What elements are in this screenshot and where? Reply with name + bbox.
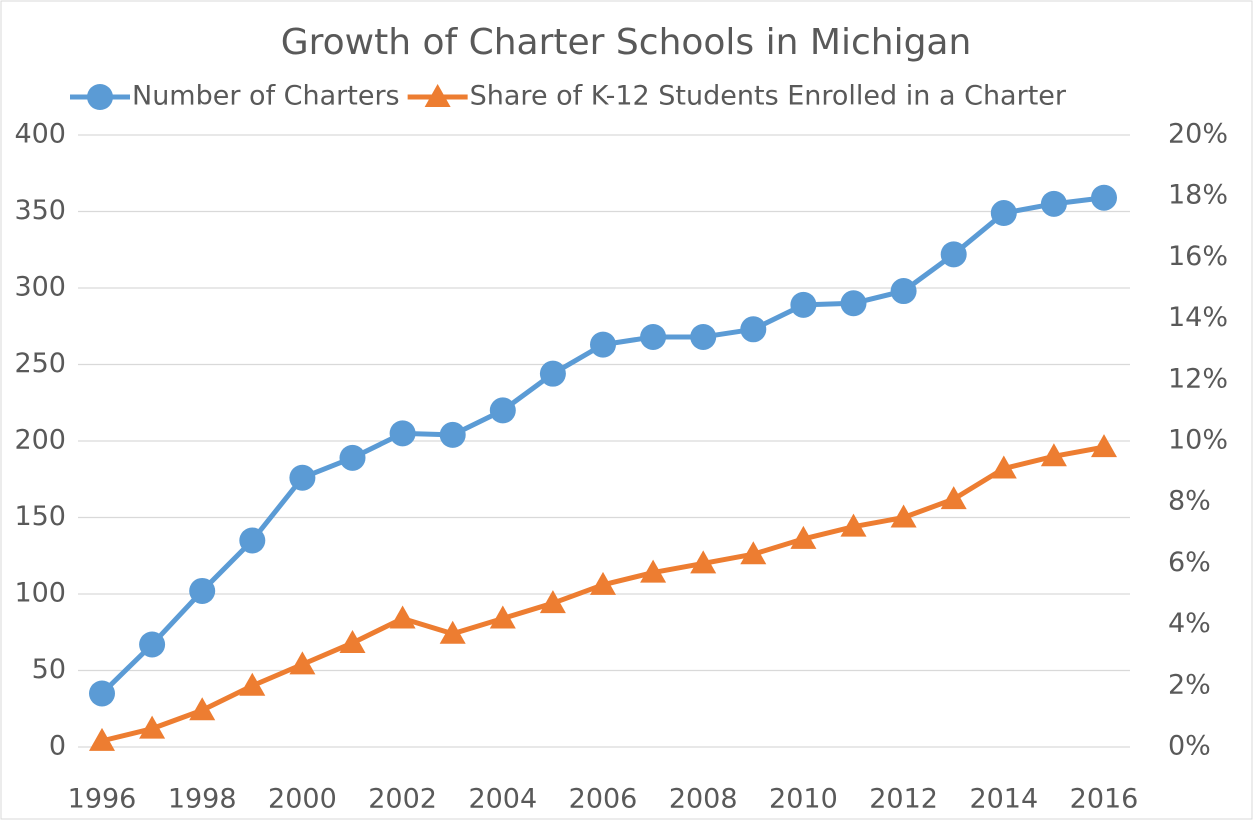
y2-tick-label: 2% [1168, 669, 1211, 700]
y-tick-label: 50 [32, 654, 66, 685]
y2-tick-label: 16% [1168, 241, 1228, 272]
y-tick-label: 400 [14, 119, 66, 150]
data-point [239, 672, 266, 696]
chart-title: Growth of Charter Schools in Michigan [281, 22, 972, 63]
y2-tick-label: 10% [1168, 425, 1228, 456]
x-tick-label: 2000 [268, 784, 337, 815]
data-point [890, 278, 917, 305]
y-tick-label: 300 [14, 272, 66, 303]
y2-tick-label: 6% [1168, 547, 1211, 578]
y2-tick-label: 20% [1168, 119, 1228, 150]
x-tick-label: 1996 [68, 784, 137, 815]
data-point [990, 200, 1017, 227]
data-point [539, 360, 566, 387]
data-point [539, 590, 566, 614]
data-point [690, 323, 717, 350]
data-point [1091, 184, 1117, 211]
data-point [790, 525, 817, 549]
data-point [740, 316, 767, 343]
data-point [740, 541, 767, 565]
y2-tick-label: 8% [1168, 486, 1211, 517]
data-point [1040, 190, 1067, 217]
data-point [339, 629, 366, 653]
x-tick-label: 2008 [669, 784, 738, 815]
data-point [89, 680, 115, 707]
x-tick-label: 2002 [368, 784, 437, 815]
data-point [489, 605, 516, 629]
data-point [940, 486, 967, 510]
y2-tick-label: 14% [1168, 302, 1228, 333]
data-point [289, 464, 316, 491]
y-tick-label: 250 [14, 348, 66, 379]
data-point [439, 620, 466, 644]
data-point [640, 559, 667, 583]
data-point [389, 420, 416, 447]
x-tick-label: 2012 [869, 784, 938, 815]
data-point [489, 397, 516, 424]
y2-tick-label: 12% [1168, 363, 1228, 394]
x-tick-label: 1998 [168, 784, 237, 815]
data-point [640, 323, 667, 350]
y2-tick-label: 18% [1168, 180, 1228, 211]
data-point [139, 631, 166, 658]
x-tick-label: 2016 [1070, 784, 1139, 815]
y-tick-label: 200 [14, 425, 66, 456]
data-point [189, 577, 216, 604]
data-point [840, 513, 867, 537]
data-point [139, 715, 166, 739]
y2-tick-label: 0% [1168, 731, 1211, 762]
data-point [339, 444, 366, 471]
y-tick-label: 0 [49, 731, 66, 762]
data-point [1040, 443, 1067, 467]
data-point [840, 290, 867, 317]
x-tick-label: 2006 [569, 784, 638, 815]
data-point [1091, 434, 1117, 458]
legend-marker [87, 84, 113, 110]
legend-label: Share of K-12 Students Enrolled in a Cha… [470, 81, 1067, 112]
data-point [890, 504, 917, 528]
legend-marker [424, 84, 451, 107]
data-point [439, 421, 466, 448]
data-point [940, 241, 967, 268]
data-point [590, 571, 616, 595]
data-point [790, 291, 817, 318]
y2-tick-label: 4% [1168, 608, 1211, 639]
y-tick-label: 350 [14, 195, 66, 226]
data-point [590, 331, 616, 358]
legend-label: Number of Charters [132, 81, 400, 112]
x-tick-label: 2010 [769, 784, 838, 815]
data-point [89, 727, 115, 751]
data-point [690, 550, 717, 574]
data-point [189, 697, 216, 721]
data-point [990, 455, 1017, 479]
x-tick-label: 2004 [468, 784, 537, 815]
x-tick-label: 2014 [969, 784, 1038, 815]
y-tick-label: 100 [14, 578, 66, 609]
data-point [239, 527, 266, 554]
data-point [389, 605, 416, 629]
y-tick-label: 150 [14, 501, 66, 532]
data-point [289, 651, 316, 675]
